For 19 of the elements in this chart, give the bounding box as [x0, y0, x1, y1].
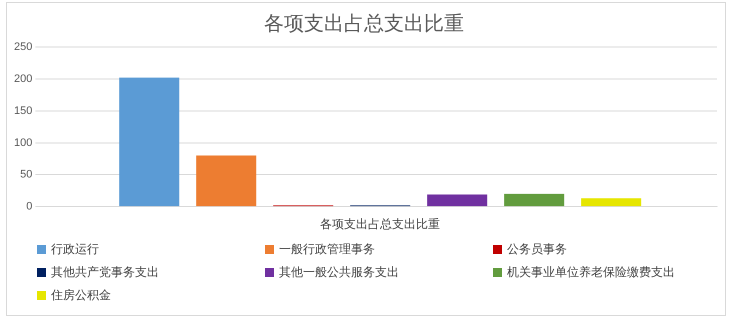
bar [196, 156, 256, 206]
bar [504, 194, 564, 206]
bar [581, 198, 642, 206]
y-tick-label: 50 [20, 168, 32, 181]
y-tick-label: 250 [14, 41, 32, 54]
legend-label: 其他一般公共服务支出 [279, 264, 399, 281]
legend-label: 行政运行 [51, 241, 99, 258]
legend-label: 公务员事务 [507, 241, 567, 258]
legend-label: 一般行政管理事务 [279, 241, 375, 258]
legend-label: 其他共产党事务支出 [51, 264, 159, 281]
y-tick-label: 0 [26, 200, 32, 213]
y-tick-label: 200 [14, 72, 32, 85]
legend-label: 住房公积金 [51, 287, 111, 304]
y-tick-label: 100 [14, 136, 32, 149]
bar [119, 78, 180, 206]
legend-label: 机关事业单位养老保险缴费支出 [507, 264, 675, 281]
bar [427, 194, 488, 206]
chart-title: 各项支出占总支出比重 [264, 11, 464, 36]
y-tick-label: 150 [14, 104, 32, 117]
